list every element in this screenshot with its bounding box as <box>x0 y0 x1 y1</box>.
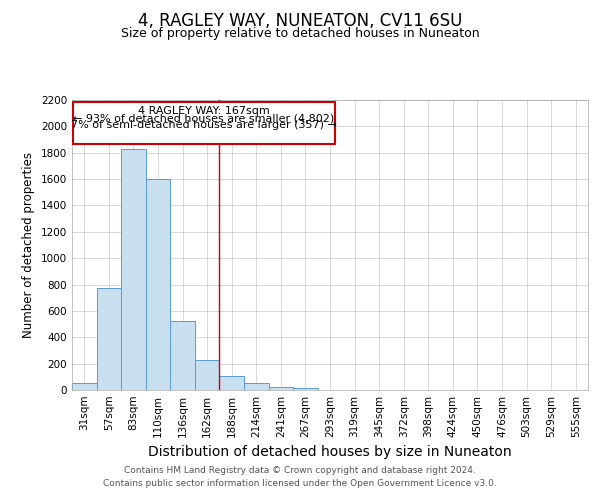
Bar <box>97 288 121 390</box>
X-axis label: Distribution of detached houses by size in Nuneaton: Distribution of detached houses by size … <box>148 446 512 460</box>
Bar <box>244 383 269 390</box>
Bar <box>220 376 244 390</box>
Bar <box>146 179 170 390</box>
Bar <box>293 388 318 390</box>
Bar <box>73 102 335 144</box>
Text: 7% of semi-detached houses are larger (357) →: 7% of semi-detached houses are larger (3… <box>71 120 337 130</box>
Bar <box>195 360 220 390</box>
Text: 4 RAGLEY WAY: 167sqm: 4 RAGLEY WAY: 167sqm <box>138 106 270 116</box>
Y-axis label: Number of detached properties: Number of detached properties <box>22 152 35 338</box>
Bar <box>72 384 97 390</box>
Bar <box>121 150 146 390</box>
Text: Size of property relative to detached houses in Nuneaton: Size of property relative to detached ho… <box>121 28 479 40</box>
Bar <box>170 322 195 390</box>
Text: 4, RAGLEY WAY, NUNEATON, CV11 6SU: 4, RAGLEY WAY, NUNEATON, CV11 6SU <box>138 12 462 30</box>
Text: Contains HM Land Registry data © Crown copyright and database right 2024.
Contai: Contains HM Land Registry data © Crown c… <box>103 466 497 487</box>
Text: ← 93% of detached houses are smaller (4,802): ← 93% of detached houses are smaller (4,… <box>73 113 335 123</box>
Bar <box>269 386 293 390</box>
